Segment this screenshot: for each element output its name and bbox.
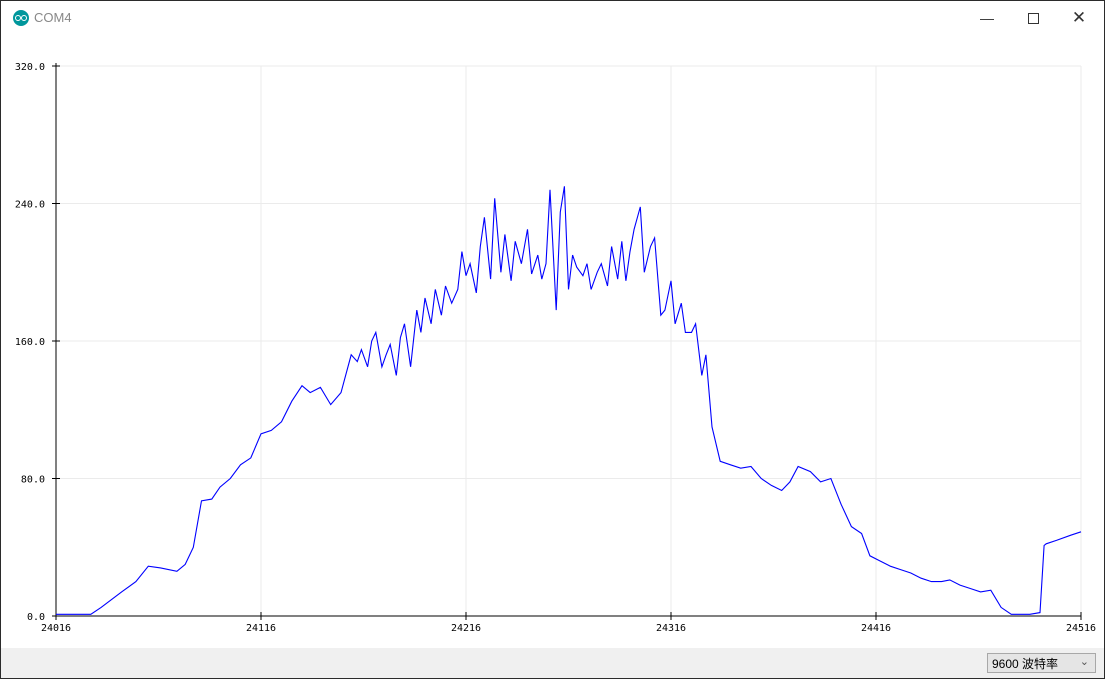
x-tick-label: 24016 — [41, 623, 71, 634]
title-bar: COM4 — ✕ — [1, 1, 1104, 35]
close-button[interactable]: ✕ — [1057, 5, 1101, 31]
x-tick-label: 24416 — [861, 623, 891, 634]
y-tick-label: 240.0 — [15, 200, 45, 211]
arduino-icon — [13, 10, 29, 26]
bottom-bar: 9600 波特率 ⌄ — [1, 648, 1104, 678]
y-tick-label: 0.0 — [27, 612, 45, 623]
data-series-line — [56, 186, 1082, 615]
minimize-icon: — — [980, 10, 994, 26]
y-tick-label: 160.0 — [15, 337, 45, 348]
minimize-button[interactable]: — — [965, 5, 1009, 31]
close-icon: ✕ — [1071, 8, 1087, 27]
maximize-button[interactable] — [1011, 5, 1055, 31]
baud-rate-value: 9600 波特率 — [992, 656, 1059, 671]
x-tick-label: 24116 — [246, 623, 276, 634]
maximize-icon — [1027, 12, 1039, 24]
x-tick-label: 24316 — [656, 623, 686, 634]
serial-plot-chart: 24016 24116 24216 24316 24416 24516 0.0 80.0 160… — [15, 62, 1096, 634]
x-tick-label: 24216 — [451, 623, 481, 634]
y-tick-label: 320.0 — [15, 62, 45, 73]
baud-rate-select[interactable]: 9600 波特率 ⌄ — [987, 653, 1096, 673]
chevron-down-icon: ⌄ — [1079, 656, 1089, 668]
y-tick-label: 80.0 — [21, 475, 45, 486]
window-title: COM4 — [34, 10, 72, 25]
x-tick-label: 24516 — [1066, 623, 1096, 634]
